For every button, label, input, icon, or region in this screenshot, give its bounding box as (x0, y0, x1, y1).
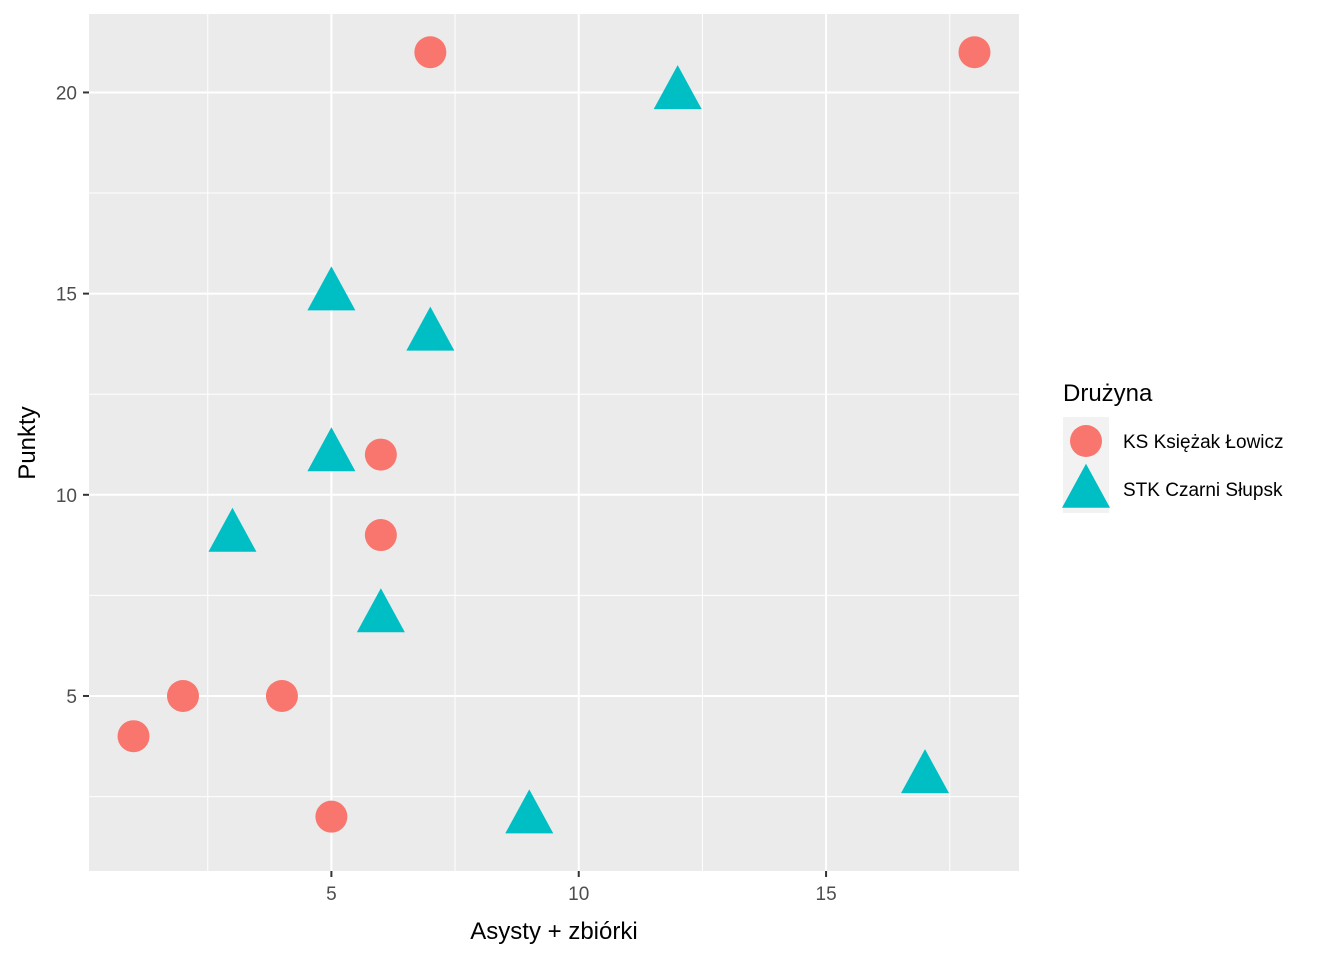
grid-minor (89, 14, 1019, 871)
data-points (117, 36, 991, 834)
data-point-circle (364, 519, 397, 552)
y-tick-label: 5 (66, 687, 77, 708)
data-point-triangle (307, 266, 356, 311)
data-point-triangle (901, 749, 950, 794)
x-axis-title: Asysty + zbiórki (470, 918, 637, 945)
data-point-circle (364, 438, 397, 471)
data-point-triangle (356, 588, 405, 633)
legend-label: KS Księżak Łowicz (1123, 432, 1284, 453)
data-point-circle (265, 679, 298, 712)
legend-triangle-icon (1062, 463, 1110, 508)
x-tick-label: 10 (568, 884, 589, 905)
y-tick-label: 15 (56, 285, 77, 306)
y-tick-label: 10 (56, 486, 77, 507)
panel-background (89, 14, 1019, 871)
data-point-triangle (505, 789, 554, 834)
y-tick-label: 20 (56, 83, 77, 104)
data-point-circle (117, 720, 150, 753)
y-axis-title: Punkty (14, 406, 41, 479)
data-point-circle (315, 800, 348, 833)
x-tick-label: 5 (326, 884, 337, 905)
y-axis: 5 10 15 20 (56, 83, 89, 708)
data-point-triangle (406, 306, 455, 351)
x-tick-label: 15 (816, 884, 837, 905)
legend-title: Drużyna (1063, 380, 1153, 407)
legend-circle-icon (1070, 425, 1102, 457)
data-point-triangle (307, 427, 356, 472)
data-point-circle (166, 679, 199, 712)
legend: Drużyna KS Księżak Łowicz STK Czarni Słup… (1062, 380, 1284, 513)
data-point-triangle (653, 65, 702, 110)
x-axis: 5 10 15 (326, 871, 837, 905)
legend-label: STK Czarni Słupsk (1123, 480, 1283, 501)
data-point-circle (414, 36, 447, 69)
data-point-triangle (208, 507, 257, 552)
data-point-circle (958, 36, 991, 69)
